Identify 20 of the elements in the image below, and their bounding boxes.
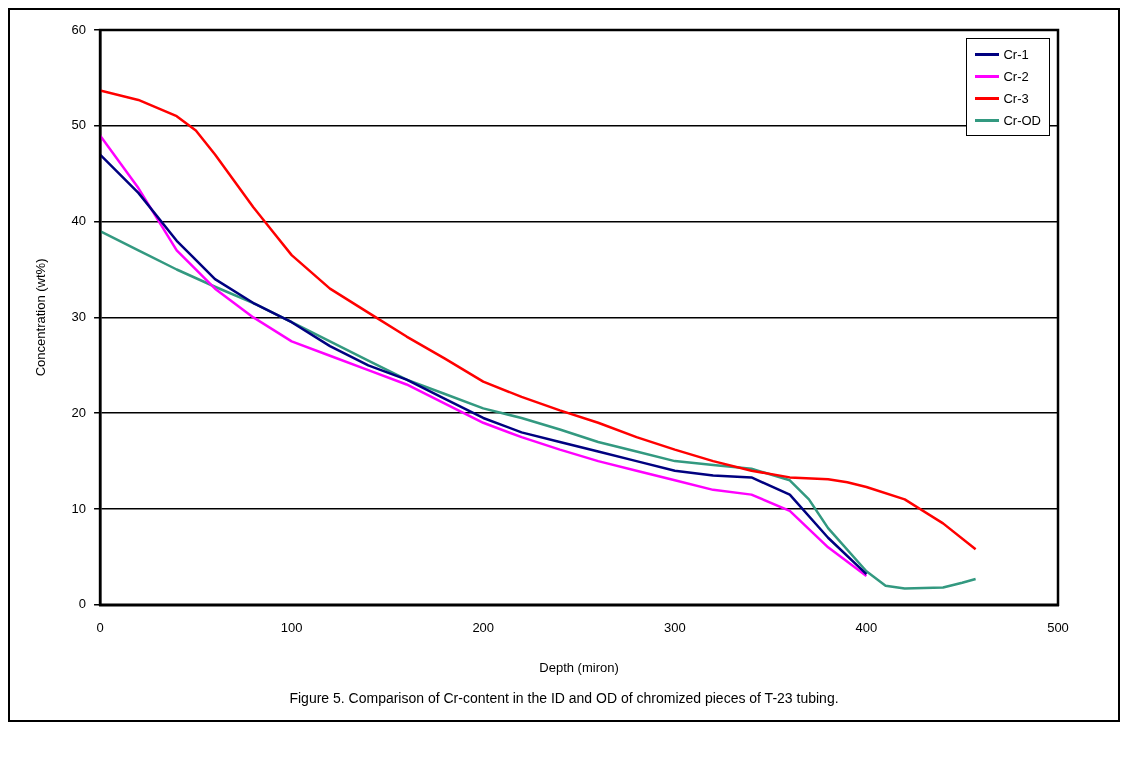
legend-label: Cr-1 xyxy=(1003,46,1029,62)
x-tick-label: 300 xyxy=(663,620,686,636)
y-tick-label: 20 xyxy=(71,404,87,420)
legend-label: Cr-2 xyxy=(1003,68,1029,84)
legend-label: Cr-3 xyxy=(1003,90,1029,106)
x-tick-label: 100 xyxy=(280,620,303,636)
x-tick-label: 500 xyxy=(1047,620,1069,636)
y-tick-label: 30 xyxy=(71,308,87,324)
y-tick-label: 50 xyxy=(71,117,87,133)
legend-label: Cr-OD xyxy=(1003,112,1041,128)
y-tick-label: 60 xyxy=(71,21,87,37)
x-tick-label: 200 xyxy=(472,620,495,636)
x-tick-label: 400 xyxy=(855,620,878,636)
y-tick-label: 0 xyxy=(78,596,87,612)
x-axis-title: Depth (miron) xyxy=(539,659,619,675)
caption: Figure 5. Comparison of Cr-content in the ID and OD of chromized pieces of T-23 tubing. xyxy=(288,690,840,708)
y-tick-label: 10 xyxy=(71,500,87,516)
y-axis-title: Concentration (wt%) xyxy=(33,258,49,377)
y-tick-label: 40 xyxy=(71,213,87,229)
x-tick-label: 0 xyxy=(96,620,104,636)
